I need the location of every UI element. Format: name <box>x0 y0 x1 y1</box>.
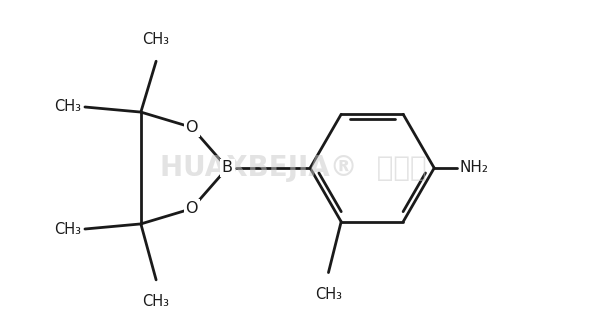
Text: CH₃: CH₃ <box>54 221 81 237</box>
Text: NH₂: NH₂ <box>459 161 489 175</box>
Text: B: B <box>222 161 233 175</box>
Text: O: O <box>185 201 198 216</box>
Text: CH₃: CH₃ <box>54 99 81 115</box>
Text: CH₃: CH₃ <box>315 287 342 302</box>
Text: O: O <box>185 120 198 135</box>
Text: CH₃: CH₃ <box>143 294 170 309</box>
Text: CH₃: CH₃ <box>143 32 170 47</box>
Text: HUAXBEJIA®  化学加: HUAXBEJIA® 化学加 <box>160 154 427 182</box>
